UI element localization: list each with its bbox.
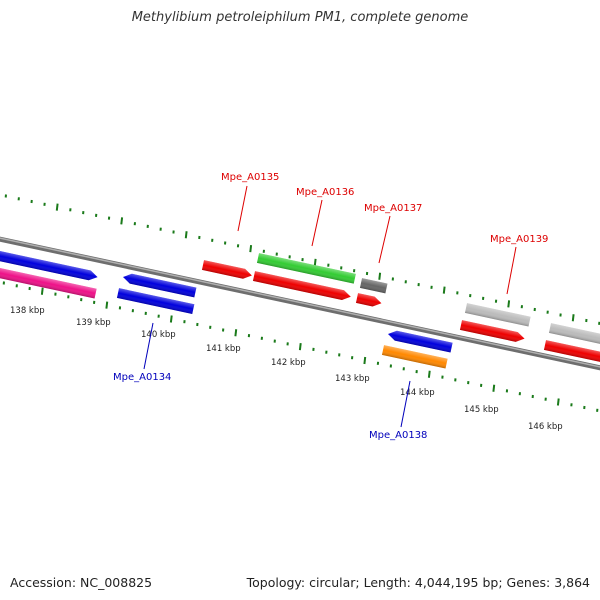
gene-mpe-a0136-red[interactable] — [252, 271, 352, 302]
major-tick — [378, 272, 382, 280]
label-leader-line — [378, 215, 391, 264]
outer-tick-track — [4, 194, 600, 325]
scale-labels: 138 kbp 139 kbp 140 kbp 141 kbp 142 kbp … — [10, 306, 563, 432]
label-leader-line — [311, 199, 323, 247]
tick-label: 141 kbp — [206, 344, 241, 354]
gene-label-mpe-a0136[interactable]: Mpe_A0136 — [296, 187, 354, 198]
gene-label-mpe-a0134[interactable]: Mpe_A0134 — [113, 372, 171, 383]
gene-arrow-shading — [355, 293, 382, 307]
gene-label-mpe-a0135[interactable]: Mpe_A0135 — [221, 172, 279, 183]
gene-red-right[interactable] — [543, 340, 600, 364]
major-tick — [184, 231, 188, 239]
gene-mpe-a0134-b[interactable] — [116, 288, 195, 315]
gene-arrow-shading — [388, 330, 453, 353]
accession-text: Accession: NC_008825 — [10, 575, 153, 590]
major-tick — [363, 356, 367, 365]
major-tick — [556, 398, 560, 406]
tick-label: 145 kbp — [464, 405, 499, 415]
gene-label-mpe-a0137[interactable]: Mpe_A0137 — [364, 203, 422, 214]
gene-labels: Mpe_A0135 Mpe_A0136 Mpe_A0137 Mpe_A0139 … — [113, 172, 548, 441]
gene-arrow-shading — [123, 273, 197, 298]
major-tick — [571, 314, 575, 322]
tick-label: 138 kbp — [10, 306, 45, 316]
tick-label: 144 kbp — [400, 388, 435, 398]
gene-arrow-shading — [256, 253, 356, 284]
gene-label-mpe-a0138[interactable]: Mpe_A0138 — [369, 430, 427, 441]
map-title: Methylibium petroleiphilum PM1, complete… — [131, 10, 469, 25]
gene-mpe-a0137-red[interactable] — [355, 293, 383, 308]
gene-arrow-shading — [0, 249, 98, 281]
major-tick — [313, 258, 317, 267]
gene-arrow-shading — [359, 278, 388, 294]
gene-mpe-a0139-red[interactable] — [459, 320, 526, 343]
gene-arrow-shading — [464, 303, 531, 327]
tick-label: 143 kbp — [335, 374, 370, 384]
major-tick — [298, 342, 302, 351]
tick-label: 140 kbp — [141, 330, 176, 340]
major-tick — [507, 300, 511, 308]
gene-arrow-shading — [548, 323, 600, 346]
major-tick — [427, 370, 431, 378]
gene-arrow-shading — [116, 288, 195, 315]
genome-backbone — [0, 236, 600, 371]
gene-mpe-a0137-gray[interactable] — [359, 278, 388, 294]
gene-arrow-shading — [0, 266, 97, 299]
gene-mpe-a0136-green[interactable] — [256, 253, 356, 284]
major-tick — [249, 244, 253, 253]
gene-arrow-shading — [543, 340, 600, 364]
genome-summary-text: Topology: circular; Length: 4,044,195 bp… — [246, 575, 590, 590]
gene-arrow-shading — [459, 320, 525, 342]
gene-mpe-a0135[interactable] — [201, 260, 253, 280]
gene-pink[interactable] — [0, 266, 97, 299]
gene-mpe-a0138-blue[interactable] — [387, 329, 453, 353]
gene-arrow-shading — [201, 260, 252, 279]
gene-mpe-a0139-gray[interactable] — [464, 303, 531, 327]
label-leader-line — [237, 185, 248, 232]
major-tick — [234, 329, 238, 337]
label-leader-line — [506, 246, 517, 295]
genome-backbone-highlight — [0, 237, 600, 368]
gene-label-mpe-a0139[interactable]: Mpe_A0139 — [490, 234, 548, 245]
tick-label: 146 kbp — [528, 422, 563, 432]
major-tick — [105, 301, 109, 309]
gene-arrow-shading — [381, 345, 448, 369]
gene-mpe-a0134-a[interactable] — [122, 272, 197, 298]
inner-tick-track — [2, 281, 599, 412]
tick-label: 142 kbp — [271, 358, 306, 368]
major-tick — [169, 315, 173, 323]
major-tick — [120, 217, 124, 225]
gene-mpe-a0138-orange[interactable] — [381, 345, 448, 369]
gene-gray-right[interactable] — [548, 323, 600, 346]
major-tick — [442, 286, 446, 294]
major-tick — [40, 287, 44, 295]
label-leader-line — [143, 322, 154, 370]
major-tick — [492, 384, 496, 392]
gene-arrow-shading — [252, 271, 351, 300]
gene-mpe-a0133-blue[interactable] — [0, 249, 99, 282]
major-tick — [55, 203, 59, 211]
label-leader-line — [400, 380, 411, 428]
tick-label: 139 kbp — [76, 318, 111, 328]
gene-track — [0, 249, 600, 369]
